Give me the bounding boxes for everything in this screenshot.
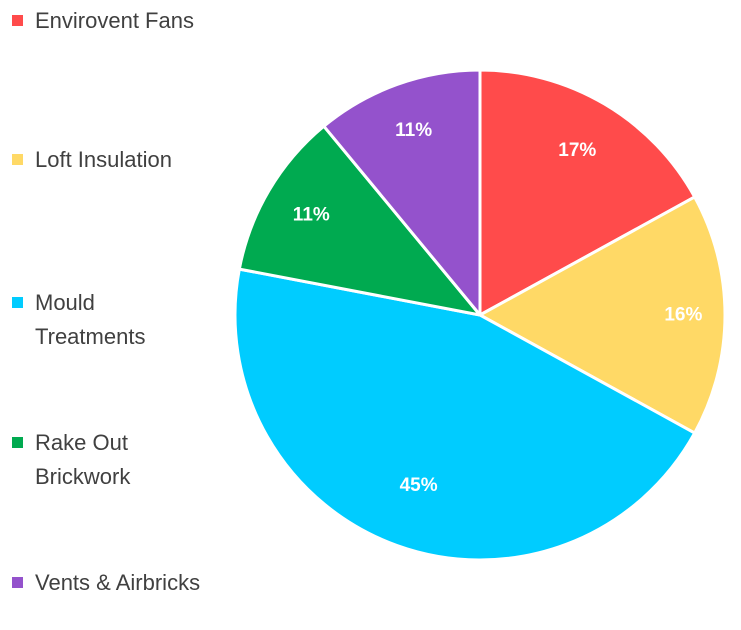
legend-item-vents-airbricks: Vents & Airbricks — [12, 570, 205, 600]
slice-data-label: 45% — [400, 475, 438, 496]
legend-label: Vents & Airbricks — [35, 570, 201, 595]
slice-data-label: 17% — [558, 140, 596, 161]
pie-slice-envirovent-fans — [478, 68, 697, 317]
legend-label: Loft Insulation — [35, 147, 172, 172]
legend-label: Rake Out Brickwork — [35, 430, 131, 489]
legend-item-loft-insulation: Loft Insulation — [12, 147, 205, 177]
legend-item-envirovent-fans: Envirovent Fans — [12, 8, 205, 38]
slice-data-label: 11% — [293, 205, 330, 226]
slice-data-label: 16% — [664, 305, 702, 326]
legend-label: Mould Treatments — [35, 290, 146, 349]
legend-item-rake-out-brickwork: Rake Out Brickwork — [12, 430, 205, 494]
slice-data-label: 11% — [395, 120, 432, 141]
legend-swatch — [12, 154, 23, 165]
legend-swatch — [12, 15, 23, 26]
pie-slice-vents-airbricks — [322, 68, 482, 317]
pie-slice-loft-insulation — [478, 195, 727, 435]
legend-swatch — [12, 297, 23, 308]
legend-swatch — [12, 437, 23, 448]
legend-item-mould-treatments: Mould Treatments — [12, 290, 205, 354]
pie-slice-rake-out-brickwork — [237, 124, 482, 317]
legend-swatch — [12, 577, 23, 588]
legend-label: Envirovent Fans — [35, 8, 194, 33]
pie-slice-mould-treatments — [233, 267, 697, 562]
